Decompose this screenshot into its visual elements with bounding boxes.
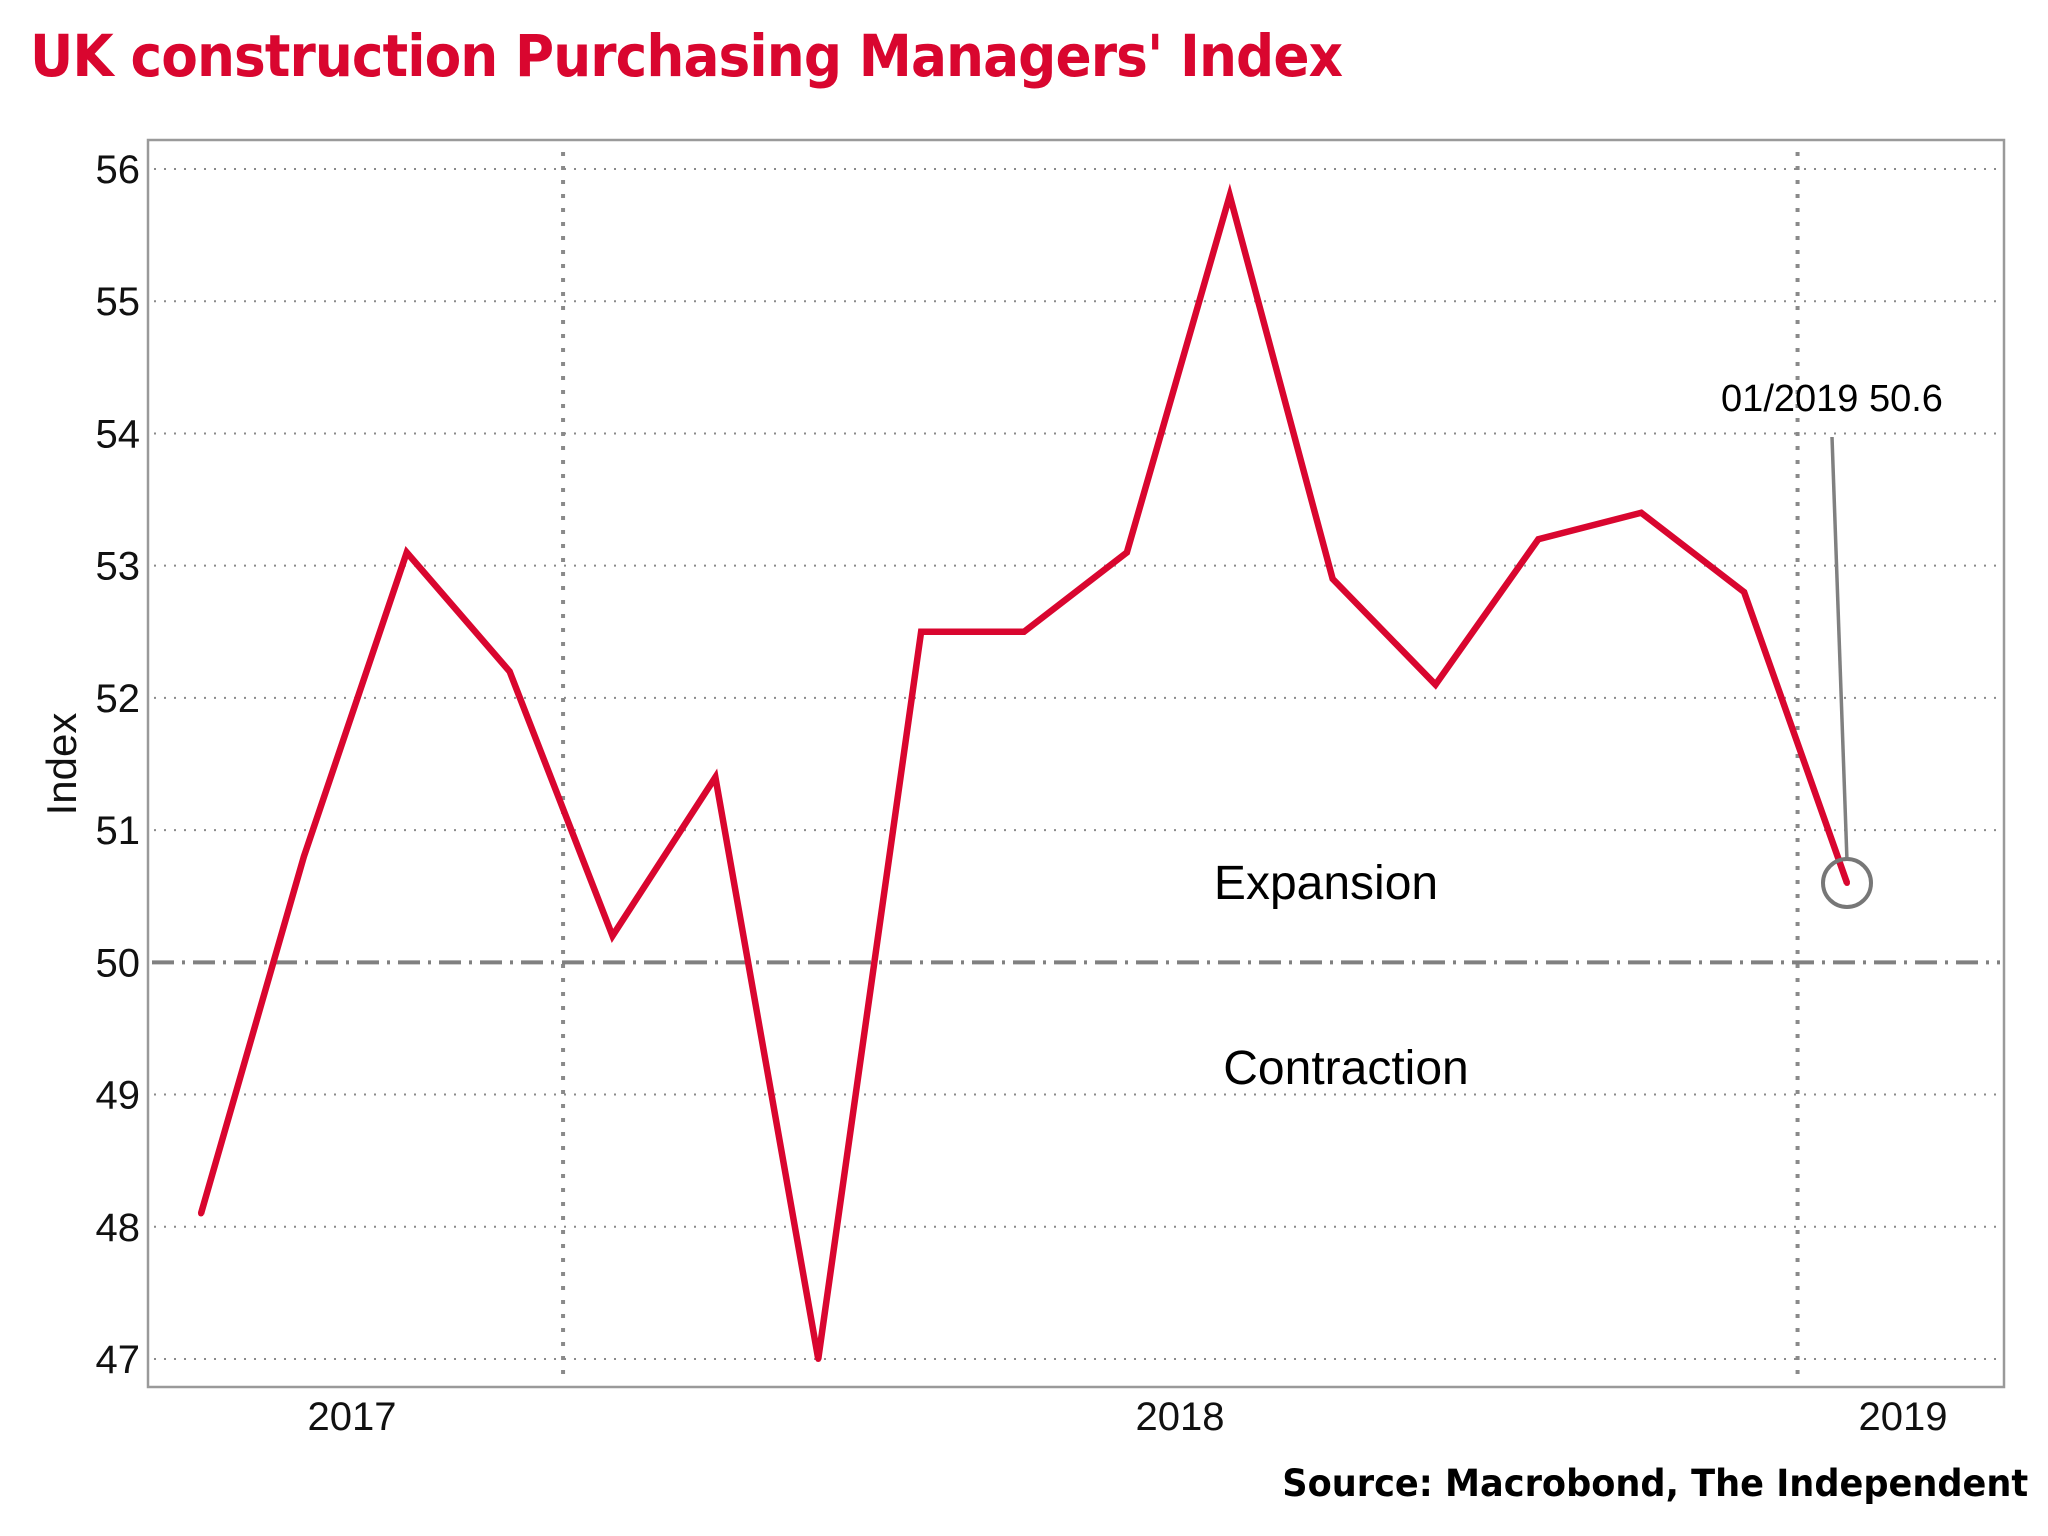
data-point (712, 774, 719, 781)
y-tick-label: 48 (96, 1206, 141, 1250)
horizontal-gridlines (154, 168, 1998, 1360)
data-point (198, 1210, 204, 1217)
x-tick-label: 2018 (1136, 1395, 1225, 1439)
chart-title: UK construction Purchasing Managers' Ind… (30, 22, 1343, 90)
y-axis-ticks: 47 48 49 50 51 52 53 54 55 56 (96, 148, 141, 1382)
y-tick-label: 55 (96, 280, 141, 324)
data-point (1638, 509, 1645, 516)
data-point (815, 1356, 822, 1362)
data-point (1226, 192, 1233, 199)
data-point (1432, 681, 1439, 688)
data-point (1329, 575, 1336, 582)
y-tick-label: 47 (96, 1338, 141, 1382)
data-point (918, 628, 925, 635)
data-point (609, 932, 616, 939)
y-tick-label: 49 (96, 1074, 141, 1118)
y-tick-label: 52 (96, 677, 141, 721)
series-points (198, 192, 1850, 1362)
x-axis-ticks: 2017 2018 2019 (308, 1395, 1948, 1439)
data-point (1844, 880, 1850, 886)
y-tick-label: 51 (96, 809, 141, 853)
annotation-label-latest: 01/2019 50.6 (1721, 378, 1943, 420)
data-point (403, 549, 410, 556)
y-tick-label: 50 (96, 941, 141, 985)
vertical-year-gridlines (561, 152, 1800, 1381)
data-point (1123, 549, 1130, 556)
data-point (1021, 628, 1027, 635)
source-credit: Source: Macrobond, The Independent (1282, 1462, 2028, 1505)
annotation-marker-circle (1821, 857, 1873, 909)
data-point (300, 853, 307, 860)
y-tick-label: 54 (96, 412, 141, 456)
data-point (1535, 536, 1542, 543)
x-tick-label: 2019 (1859, 1395, 1948, 1439)
expansion-label: Expansion (1214, 857, 1438, 910)
x-tick-label: 2017 (308, 1395, 397, 1439)
y-axis-label: Index (38, 713, 85, 816)
plot-frame (146, 138, 2006, 1389)
series-line-pmi (197, 183, 1851, 1360)
y-tick-label: 53 (96, 545, 141, 589)
y-tick-label: 56 (96, 148, 141, 192)
annotation-leader-line (1830, 436, 1849, 862)
data-point (1741, 589, 1748, 596)
data-point (506, 668, 513, 675)
contraction-label: Contraction (1223, 1042, 1468, 1095)
